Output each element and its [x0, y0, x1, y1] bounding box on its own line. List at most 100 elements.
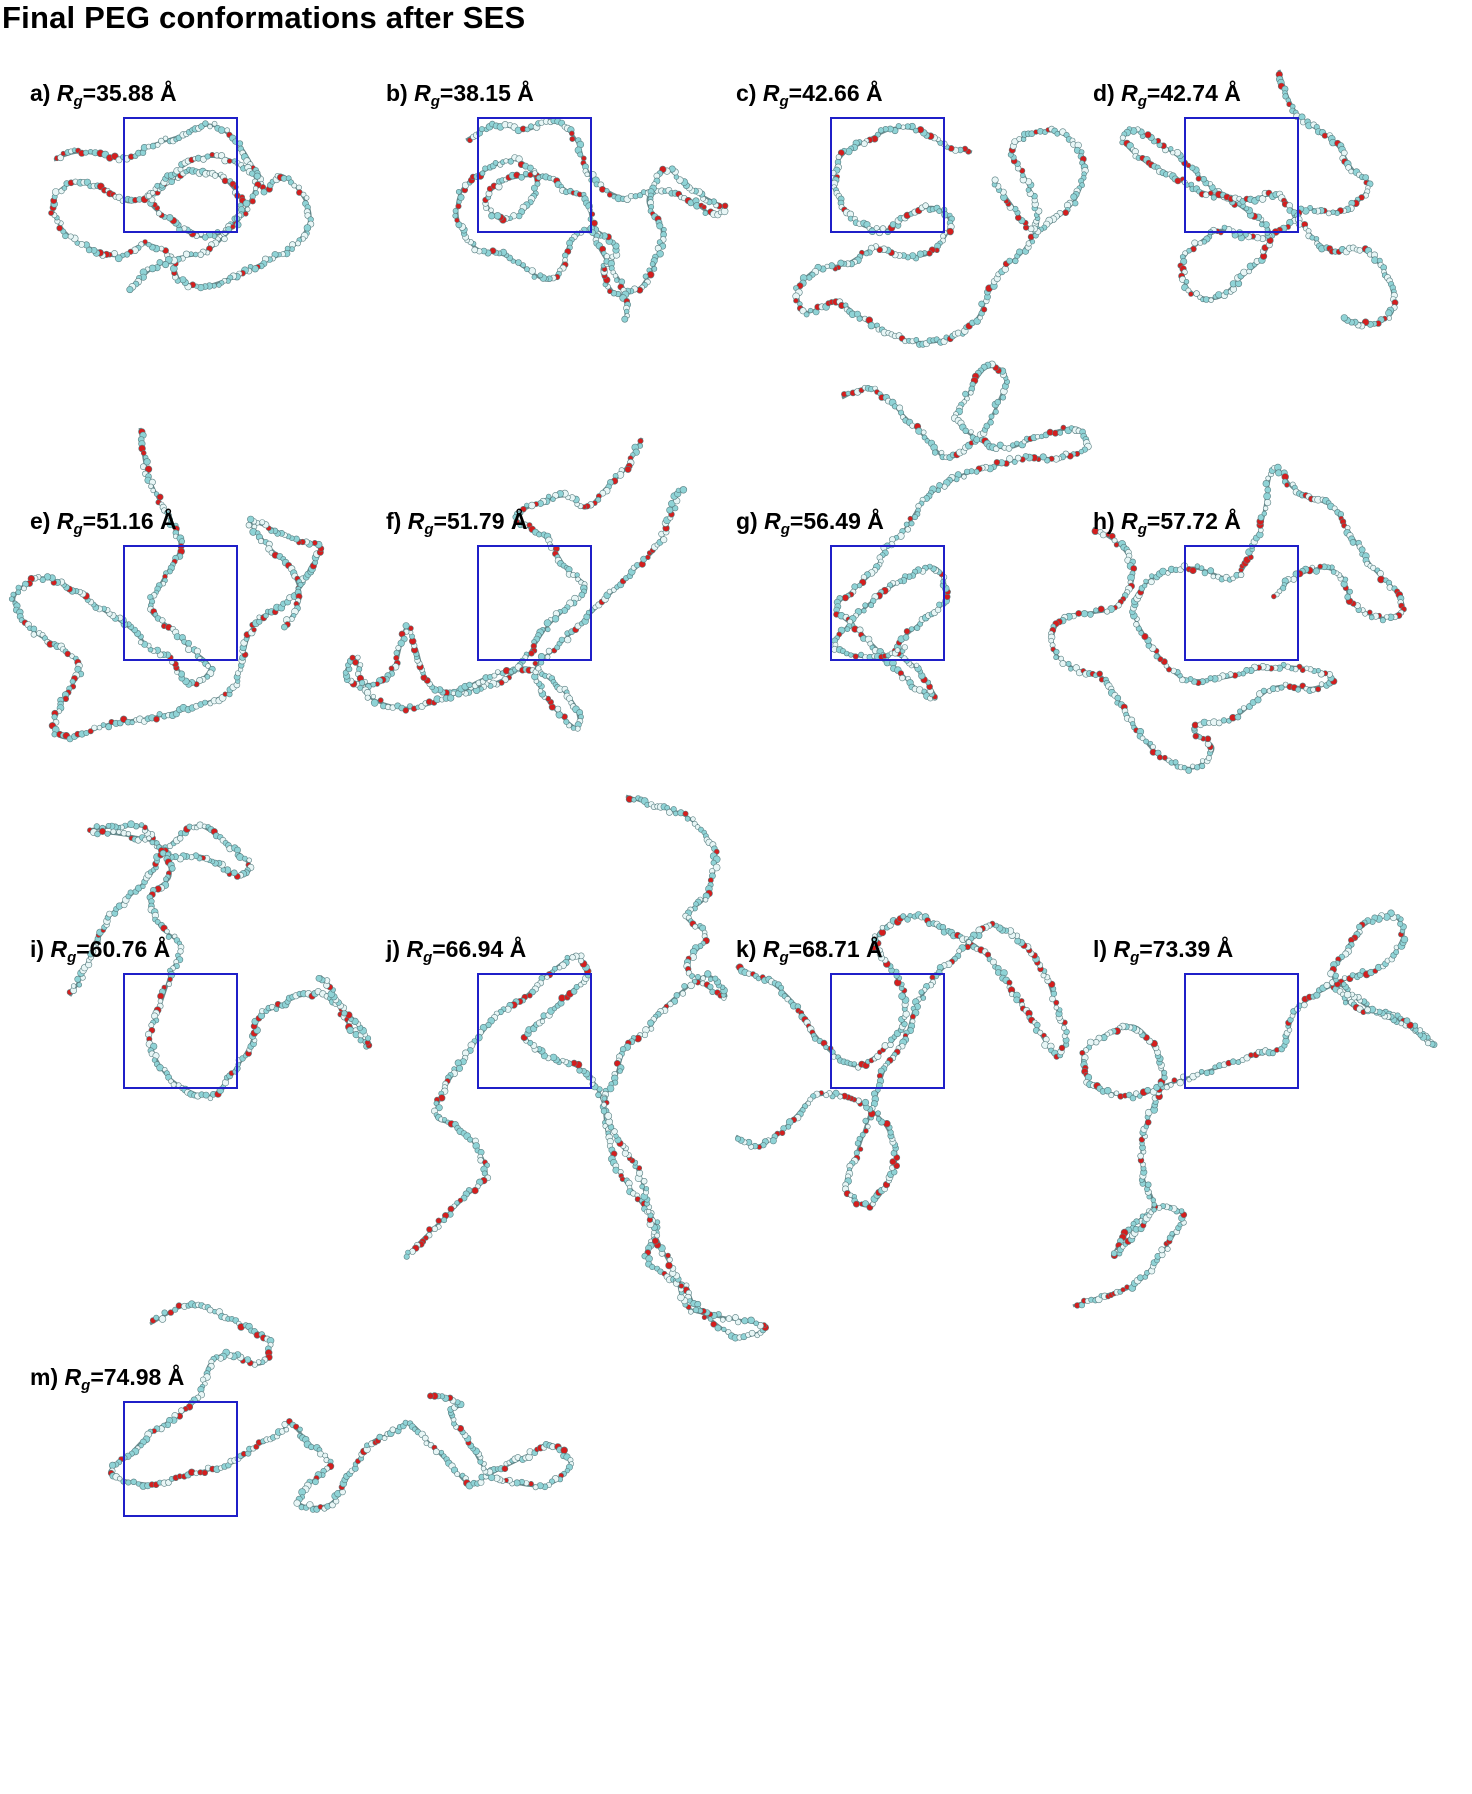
rg-symbol: R: [50, 936, 68, 962]
atom-bead: [601, 1095, 608, 1102]
atom-bead: [156, 259, 164, 266]
rg-subscript: g: [1137, 93, 1147, 110]
atom-bead: [1171, 1077, 1178, 1083]
atom-bead: [1191, 239, 1199, 247]
atom-bead: [604, 1112, 613, 1120]
atom-bead: [455, 203, 462, 210]
atom-bead: [1278, 684, 1285, 691]
atom-bead: [534, 181, 541, 187]
atom-bead: [435, 1104, 443, 1112]
atom-bead: [856, 315, 863, 322]
atom-bead: [557, 965, 563, 971]
panel-b: b) Rg=38.15 Å: [386, 80, 746, 510]
atom-bead: [721, 202, 729, 210]
rg-subscript: g: [424, 521, 434, 538]
atom-bead: [932, 449, 939, 456]
atom-bead: [1183, 279, 1190, 285]
panel-letter: a): [30, 80, 51, 106]
atom-bead: [1189, 566, 1197, 575]
atom-bead: [1065, 660, 1072, 667]
atom-bead: [913, 127, 919, 134]
atom-bead: [167, 1309, 175, 1316]
atom-bead: [1271, 593, 1277, 600]
atom-bead: [376, 1433, 384, 1441]
atom-bead: [1323, 981, 1331, 989]
atom-bead: [1087, 611, 1094, 618]
atom-bead: [654, 1219, 661, 1225]
atom-bead: [1005, 445, 1013, 452]
atom-bead: [56, 224, 63, 232]
atom-bead: [1120, 1287, 1126, 1293]
atom-bead: [8, 596, 15, 602]
atom-bead: [1330, 569, 1337, 575]
atom-bead: [569, 136, 576, 142]
atom-bead: [956, 948, 962, 954]
atom-bead: [753, 1320, 760, 1327]
atom-bead: [528, 501, 536, 510]
atom-bead: [1080, 610, 1089, 618]
atom-bead: [823, 1044, 829, 1051]
atom-bead: [981, 306, 988, 313]
atom-bead: [197, 251, 204, 258]
simulation-box-d: [1184, 117, 1299, 233]
atom-bead: [1379, 617, 1386, 624]
atom-bead: [224, 127, 230, 134]
atom-bead: [1068, 666, 1074, 672]
atom-bead: [916, 250, 924, 258]
rg-subscript: g: [430, 93, 440, 110]
rg-subscript: g: [1130, 949, 1140, 966]
atom-bead: [1326, 210, 1332, 217]
atom-bead: [920, 429, 927, 436]
atom-bead: [1315, 686, 1322, 693]
atom-bead: [973, 468, 980, 475]
atom-bead: [732, 1314, 739, 1321]
atom-bead: [154, 918, 161, 925]
atom-bead: [1025, 187, 1032, 193]
atom-bead: [1198, 565, 1205, 571]
atom-bead: [138, 822, 145, 828]
atom-bead: [83, 149, 89, 156]
panel-label-j: j) Rg=66.94 Å: [386, 936, 526, 966]
atom-bead: [1054, 130, 1061, 137]
rg-subscript: g: [1137, 521, 1147, 538]
atom-bead: [637, 192, 644, 199]
atom-bead: [148, 483, 154, 489]
atom-bead: [648, 1026, 655, 1032]
atom-bead: [177, 948, 184, 955]
rg-value: =35.88 Å: [82, 80, 177, 106]
atom-bead: [164, 928, 170, 935]
atom-bead: [898, 992, 906, 1000]
atom-bead: [601, 1102, 607, 1108]
atom-bead: [377, 697, 384, 704]
atom-bead: [158, 1315, 167, 1323]
atom-bead: [894, 647, 901, 653]
atom-bead: [142, 239, 148, 245]
atom-bead: [725, 1315, 733, 1322]
atom-bead: [665, 1261, 673, 1270]
atom-bead: [1150, 1197, 1156, 1203]
atom-bead: [293, 1499, 301, 1507]
atom-bead: [1161, 1069, 1168, 1076]
atom-bead: [1162, 754, 1168, 761]
panel-label-c: c) Rg=42.66 Å: [736, 80, 883, 110]
atom-bead: [1295, 686, 1301, 693]
atom-bead: [1257, 514, 1265, 521]
atom-bead: [352, 659, 359, 666]
atom-bead: [1011, 138, 1019, 145]
atom-bead: [1148, 578, 1155, 586]
atom-bead: [105, 723, 113, 731]
atom-bead: [1145, 1181, 1152, 1188]
simulation-box-j: [477, 973, 592, 1089]
atom-bead: [51, 188, 60, 196]
atom-bead: [1013, 996, 1021, 1004]
rg-symbol: R: [407, 508, 425, 534]
atom-bead: [1313, 236, 1320, 242]
atom-bead: [1053, 999, 1060, 1006]
atom-bead: [481, 1170, 488, 1177]
atom-bead: [978, 300, 985, 308]
atom-bead: [111, 250, 118, 257]
atom-bead: [779, 1130, 786, 1137]
simulation-box-e: [123, 545, 238, 661]
atom-bead: [69, 653, 75, 659]
atom-bead: [1221, 224, 1228, 231]
